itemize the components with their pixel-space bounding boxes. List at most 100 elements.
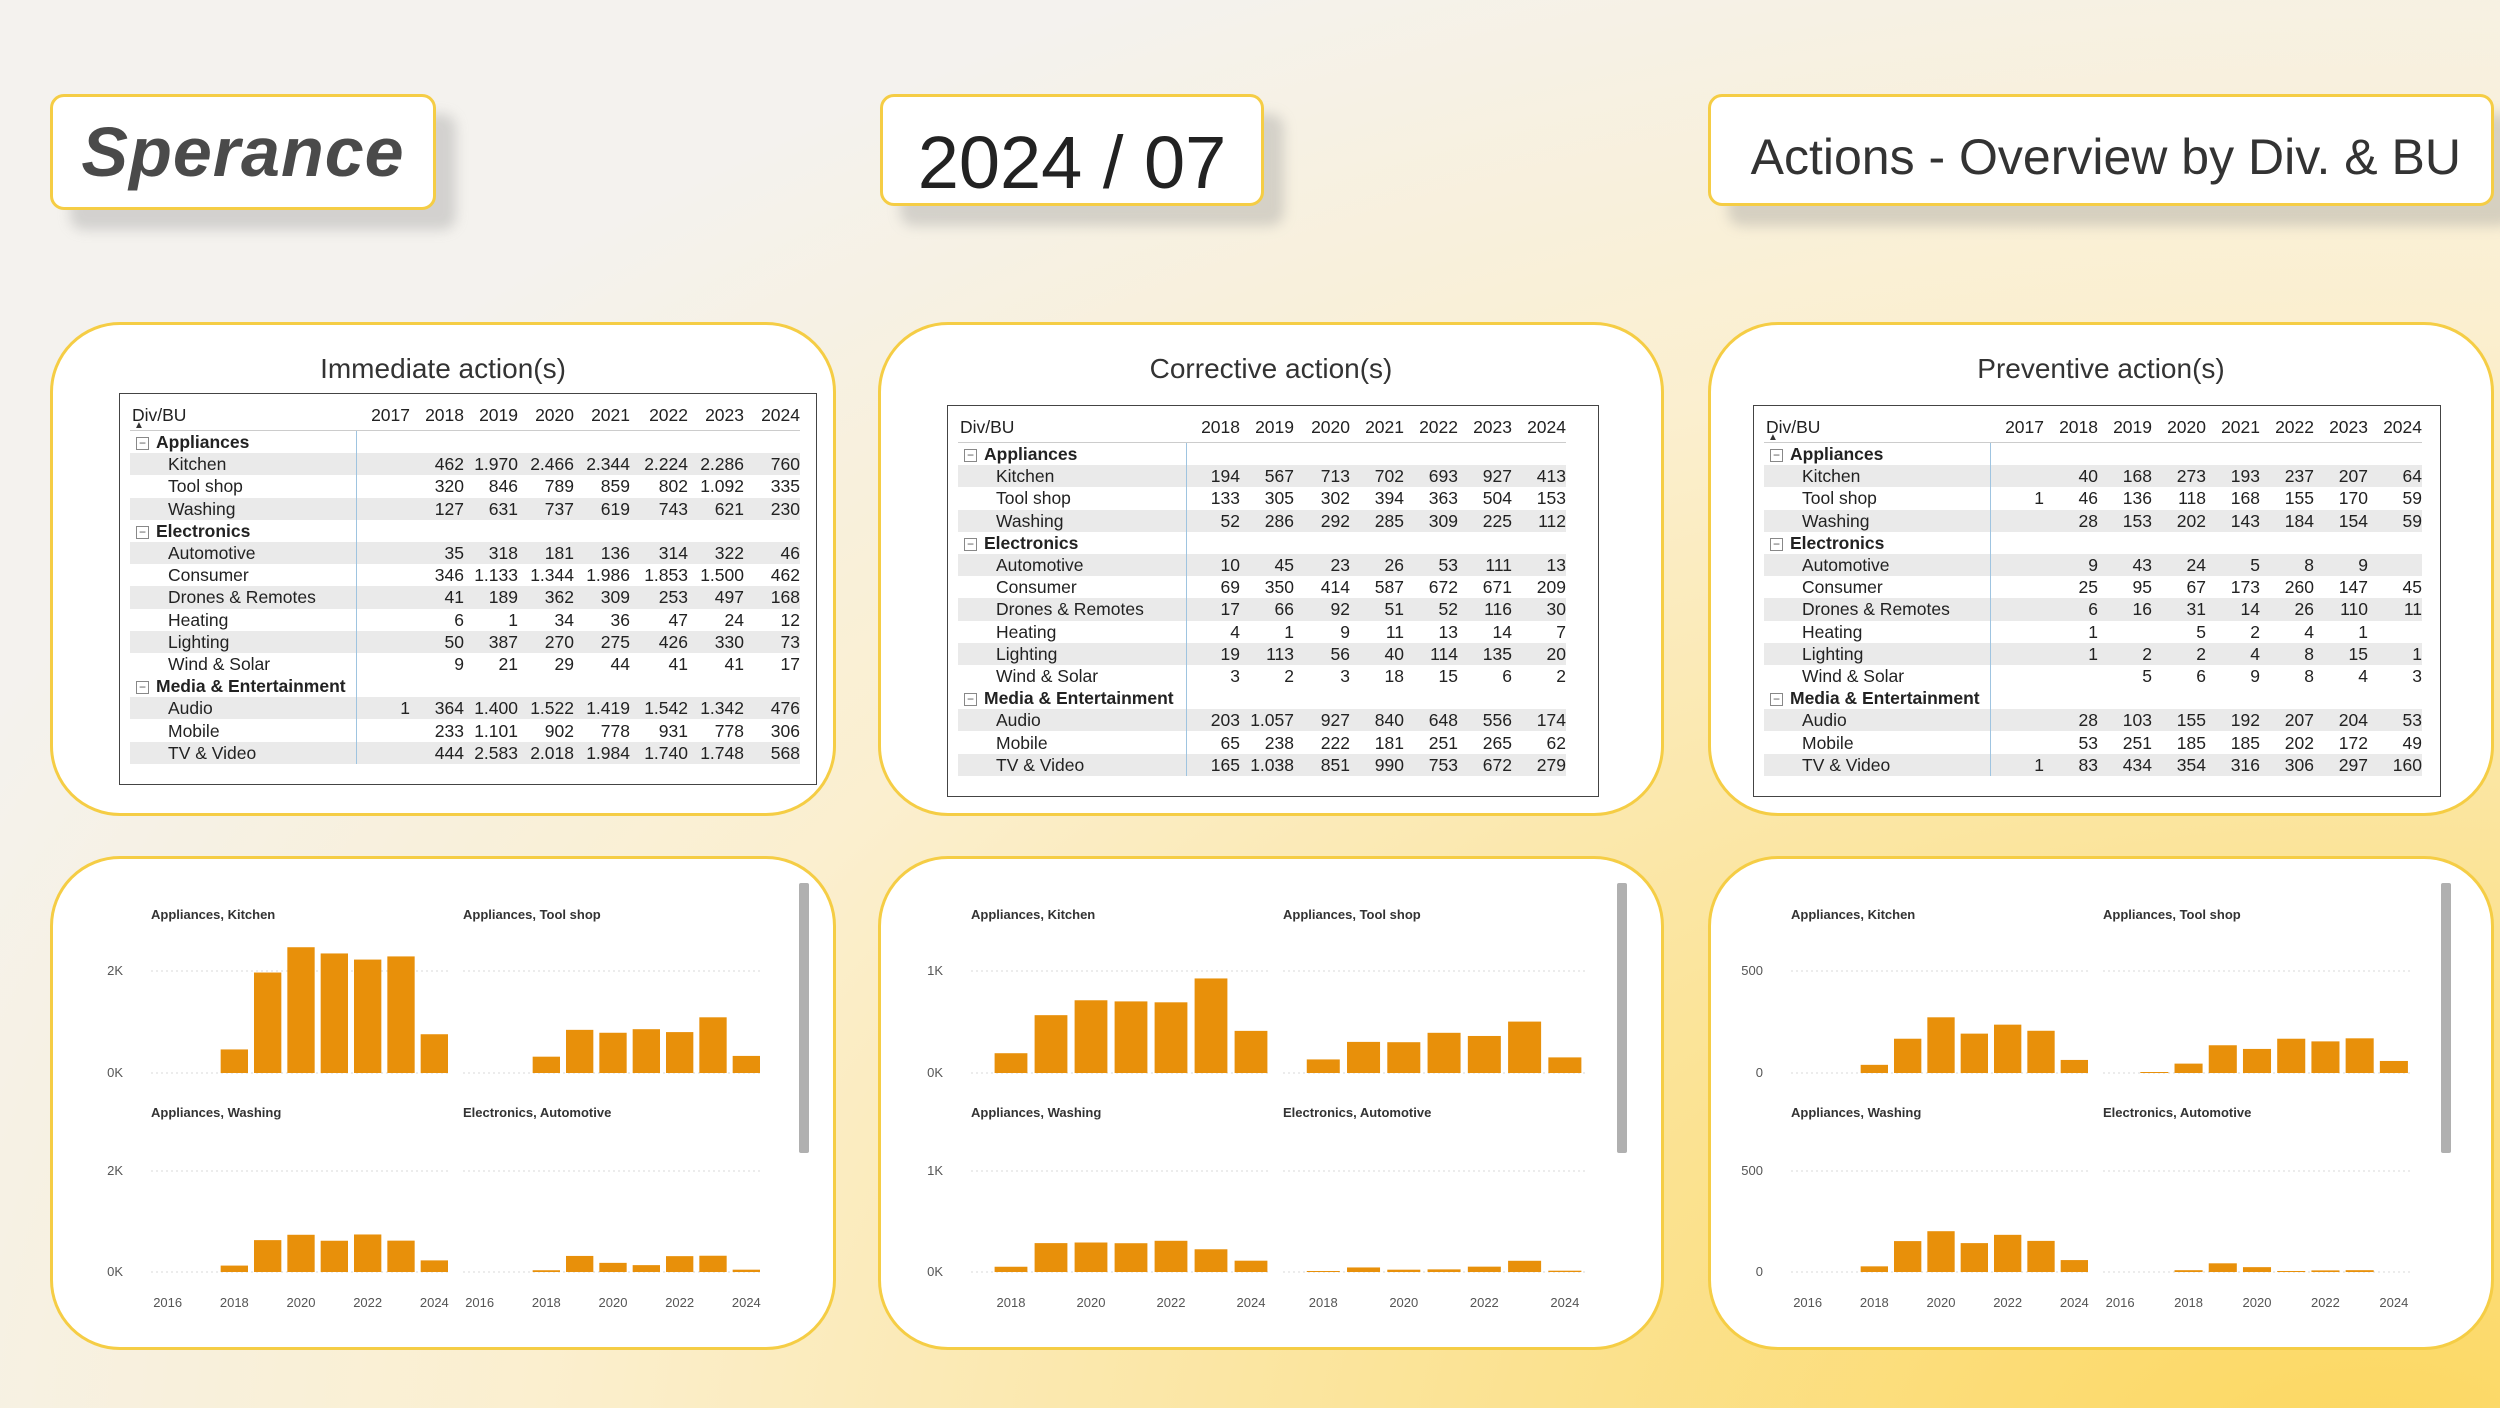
value-cell [356, 741, 410, 764]
column-header[interactable]: 2021 [1350, 412, 1404, 443]
column-header[interactable]: 2024 [2368, 412, 2422, 443]
vertical-scrollbar[interactable] [799, 883, 809, 1153]
y-tick-label: 1K [927, 963, 943, 978]
y-tick-label: 2K [107, 963, 123, 978]
value-cell: 350 [1240, 576, 1294, 599]
row-label: Wind & Solar [130, 652, 357, 676]
value-cell: 56 [1294, 642, 1350, 665]
value-cell [1990, 598, 2044, 621]
column-header[interactable]: 2023 [2314, 412, 2368, 443]
header-row: Div/BU 2018 2019 2020 2021 2022 2023 2024 [958, 412, 1566, 443]
bar [2060, 1059, 2088, 1073]
value-cell: 619 [574, 497, 630, 520]
bar [1860, 1064, 1888, 1073]
panel-title: Corrective action(s) [1149, 353, 1393, 384]
column-header[interactable]: 2019 [2098, 412, 2152, 443]
table-row: Drones & Remotes 17 66 92 51 52 116 30 [958, 598, 1566, 621]
bar [1387, 1269, 1421, 1272]
value-cell: 1.092 [688, 475, 744, 498]
column-header[interactable]: 2022 [1404, 412, 1458, 443]
value-cell: 111 [1458, 553, 1512, 577]
table-row: Drones & Remotes 6 16 31 14 26 110 11 [1764, 598, 2422, 621]
collapse-icon[interactable]: − [136, 681, 149, 695]
value-cell: 1.344 [518, 564, 574, 587]
column-header[interactable]: 2017 [356, 400, 410, 431]
vertical-scrollbar[interactable] [2441, 883, 2451, 1153]
column-header[interactable]: Div/BU [958, 412, 1186, 443]
group-cell [2098, 531, 2152, 554]
collapse-icon[interactable]: − [136, 525, 149, 539]
column-header[interactable]: 2020 [2152, 412, 2206, 443]
x-tick-label: 2020 [1077, 1295, 1106, 1310]
value-cell: 4 [2260, 620, 2314, 643]
chart-series-title: Appliances, Washing [971, 1105, 1101, 1120]
collapse-icon[interactable]: − [1770, 448, 1783, 462]
value-cell: 6 [2044, 598, 2098, 621]
collapse-icon[interactable]: − [964, 693, 977, 707]
table-row: Tool shop 320 846 789 859 802 1.092 335 [130, 475, 800, 498]
column-header[interactable]: 2023 [688, 400, 744, 431]
value-cell [356, 564, 410, 587]
group-cell [2368, 687, 2422, 710]
group-cell [1240, 531, 1294, 554]
column-header[interactable]: 2022 [630, 400, 688, 431]
value-cell: 40 [1350, 642, 1404, 665]
value-cell: 778 [574, 719, 630, 742]
value-cell: 189 [464, 586, 518, 609]
bar [1508, 1021, 1542, 1073]
column-header[interactable]: 2021 [2206, 412, 2260, 443]
column-header[interactable]: 2019 [464, 400, 518, 431]
column-header[interactable]: 2023 [1458, 412, 1512, 443]
value-cell: 1.400 [464, 697, 518, 720]
column-header[interactable]: 2019 [1240, 412, 1294, 443]
value-cell [356, 475, 410, 498]
group-name: Electronics [1790, 532, 1885, 553]
collapse-icon[interactable]: − [1770, 537, 1783, 551]
column-header[interactable]: 2022 [2260, 412, 2314, 443]
panel-title: Immediate action(s) [320, 353, 566, 384]
group-cell [1350, 442, 1404, 466]
column-header[interactable]: 2020 [518, 400, 574, 431]
value-cell: 1.986 [574, 564, 630, 587]
group-cell [356, 430, 410, 454]
column-header[interactable]: 2018 [410, 400, 464, 431]
value-cell: 846 [464, 475, 518, 498]
matrix-table-frame: ▲ Div/BU 2017 2018 2019 2020 2021 2022 2023 2024… [1753, 405, 2441, 797]
bar [699, 1255, 727, 1272]
column-header[interactable]: Div/BU [130, 400, 356, 431]
value-cell: 168 [2098, 465, 2152, 488]
value-cell: 26 [2260, 598, 2314, 621]
value-cell [1990, 509, 2044, 532]
column-header[interactable]: Div/BU [1764, 412, 1990, 443]
bar [532, 1270, 560, 1272]
bar [732, 1055, 760, 1073]
column-header[interactable]: 2018 [1186, 412, 1240, 443]
collapse-icon[interactable]: − [136, 436, 149, 450]
value-cell: 672 [1404, 576, 1458, 599]
column-header[interactable]: 2024 [744, 400, 800, 431]
value-cell: 113 [1240, 642, 1294, 665]
value-cell: 49 [2368, 731, 2422, 754]
collapse-icon[interactable]: − [964, 537, 977, 551]
group-label: − Appliances [1764, 442, 1991, 466]
column-header[interactable]: 2017 [1990, 412, 2044, 443]
vertical-scrollbar[interactable] [1617, 883, 1627, 1153]
group-cell [464, 675, 518, 698]
column-header[interactable]: 2024 [1512, 412, 1566, 443]
collapse-icon[interactable]: − [1770, 693, 1783, 707]
value-cell: 41 [410, 586, 464, 609]
value-cell: 225 [1458, 509, 1512, 532]
value-cell: 672 [1458, 753, 1512, 776]
column-header[interactable]: 2018 [2044, 412, 2098, 443]
collapse-icon[interactable]: − [964, 448, 977, 462]
y-tick-label: 0 [1756, 1264, 1763, 1279]
y-tick-label: 500 [1741, 963, 1763, 978]
row-label: Lighting [1764, 642, 1991, 665]
group-name: Media & Entertainment [156, 676, 346, 697]
column-header[interactable]: 2020 [1294, 412, 1350, 443]
group-name: Appliances [1790, 444, 1884, 465]
column-header[interactable]: 2021 [574, 400, 630, 431]
group-cell [2368, 531, 2422, 554]
bar [1154, 1002, 1188, 1073]
value-cell: 6 [410, 608, 464, 631]
